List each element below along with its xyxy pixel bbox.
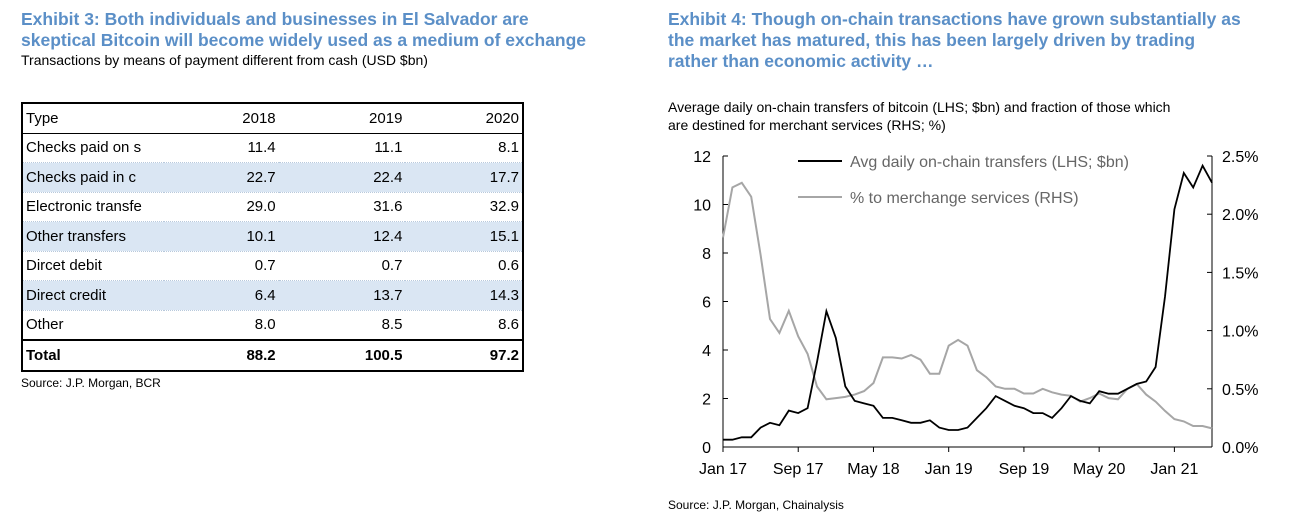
total-label: Total [22,339,164,371]
row-type: Checks paid in c [22,162,164,193]
cell-2018: 29.0 [164,192,279,222]
x-tick-label: Jan 17 [699,461,747,478]
total-2020: 97.2 [405,339,523,371]
header-2019: 2019 [278,103,406,134]
table-row: Electronic transfe 29.0 31.6 32.9 [22,192,523,222]
exhibit-4-subtitle-line-2: are destined for merchant services (RHS;… [668,117,946,133]
header-2018: 2018 [164,103,279,134]
exhibit-3-title-line-2: skeptical Bitcoin will become widely use… [21,30,587,50]
x-tick-label: Sep 17 [773,461,824,478]
y-right-tick-label: 0.0% [1222,440,1258,457]
table-header-row: Type 2018 2019 2020 [22,103,523,134]
row-type: Other transfers [22,221,164,252]
chart-axes: 0 2 4 6 8 10 12 0.0% 0.5% 1.0% 1.5% 2.0% 2.5% Jan 17 S… [693,149,1258,478]
y-right-tick-label: 1.5% [1222,265,1258,282]
x-tick-label: Sep 19 [999,461,1050,478]
y-left-tick-label: 10 [693,198,711,215]
cell-2018: 0.7 [164,251,279,281]
y-left-tick-label: 8 [702,246,711,263]
row-type: Direct credit [22,280,164,311]
exhibit-4-title-line-3: rather than economic activity … [668,51,934,71]
total-2018: 88.2 [164,339,279,371]
cell-2019: 13.7 [278,280,406,311]
series-line-merchant-services [722,181,1213,430]
y-left-tick-label: 12 [693,149,711,166]
header-type: Type [22,103,164,134]
cell-2020: 14.3 [405,280,523,311]
series-line-onchain-transfers [723,163,1213,441]
legend-label-onchain-transfers: Avg daily on-chain transfers (LHS; $bn) [850,154,1129,171]
y-left-tick-label: 6 [702,295,711,312]
x-tick-label: Jan 19 [925,461,973,478]
y-left-tick-label: 0 [702,440,711,457]
cell-2020: 17.7 [405,162,523,193]
exhibit-4-title-line-1: Exhibit 4: Though on-chain transactions … [668,9,1241,29]
exhibit-3-subtitle: Transactions by means of payment differe… [21,52,428,68]
exhibit-3-source: Source: J.P. Morgan, BCR [21,376,161,390]
y-right-tick-label: 0.5% [1222,382,1258,399]
exhibit-3-title: Exhibit 3: Both individuals and business… [21,9,641,51]
table-row: Checks paid in c 22.7 22.4 17.7 [22,162,523,193]
on-chain-transfers-chart: 0 2 4 6 8 10 12 0.0% 0.5% 1.0% 1.5% 2.0% 2.5% Jan 17 S… [693,149,1258,478]
cell-2018: 11.4 [164,133,279,163]
cell-2018: 22.7 [164,162,279,193]
cell-2020: 0.6 [405,251,523,281]
cell-2020: 15.1 [405,221,523,252]
payment-table: Type 2018 2019 2020 Checks paid on s 11.… [21,102,524,372]
y-right-tick-label: 2.0% [1222,207,1258,224]
legend-label-merchant-services: % to merchange services (RHS) [850,190,1079,207]
exhibit-3-title-line-1: Exhibit 3: Both individuals and business… [21,9,529,29]
cell-2019: 12.4 [278,221,406,252]
table-row: Other transfers 10.1 12.4 15.1 [22,221,523,252]
chart-legend: Avg daily on-chain transfers (LHS; $bn)%… [798,154,1129,207]
x-tick-label: May 20 [1073,461,1126,478]
y-left-tick-label: 4 [702,343,711,360]
exhibit-4-title-line-2: the market has matured, this has been la… [668,30,1196,50]
exhibit-4-title: Exhibit 4: Though on-chain transactions … [668,9,1295,72]
exhibit-4-subtitle: Average daily on-chain transfers of bitc… [668,98,1288,134]
cell-2019: 0.7 [278,251,406,281]
cell-2019: 11.1 [278,133,406,163]
x-tick-label: Jan 21 [1150,461,1198,478]
header-2020: 2020 [405,103,523,134]
row-type: Other [22,310,164,341]
cell-2020: 8.1 [405,133,523,163]
cell-2020: 32.9 [405,192,523,222]
row-type: Electronic transfe [22,192,164,222]
row-type: Checks paid on s [22,133,164,163]
table-row: Dircet debit 0.7 0.7 0.6 [22,251,523,281]
y-left-tick-label: 2 [702,392,711,409]
exhibit-4-subtitle-line-1: Average daily on-chain transfers of bitc… [668,99,1171,115]
chart-series [722,163,1213,441]
cell-2019: 22.4 [278,162,406,193]
y-right-tick-label: 2.5% [1222,149,1258,166]
cell-2020: 8.6 [405,310,523,341]
table-row: Direct credit 6.4 13.7 14.3 [22,280,523,311]
cell-2018: 6.4 [164,280,279,311]
table-row: Other 8.0 8.5 8.6 [22,310,523,341]
cell-2018: 8.0 [164,310,279,341]
table-row: Checks paid on s 11.4 11.1 8.1 [22,133,523,163]
total-2019: 100.5 [278,339,406,371]
cell-2019: 31.6 [278,192,406,222]
y-right-tick-label: 1.0% [1222,324,1258,341]
x-tick-label: May 18 [847,461,900,478]
exhibit-4-source: Source: J.P. Morgan, Chainalysis [668,498,844,512]
cell-2019: 8.5 [278,310,406,341]
cell-2018: 10.1 [164,221,279,252]
row-type: Dircet debit [22,251,164,281]
table-total-row: Total 88.2 100.5 97.2 [22,339,523,371]
